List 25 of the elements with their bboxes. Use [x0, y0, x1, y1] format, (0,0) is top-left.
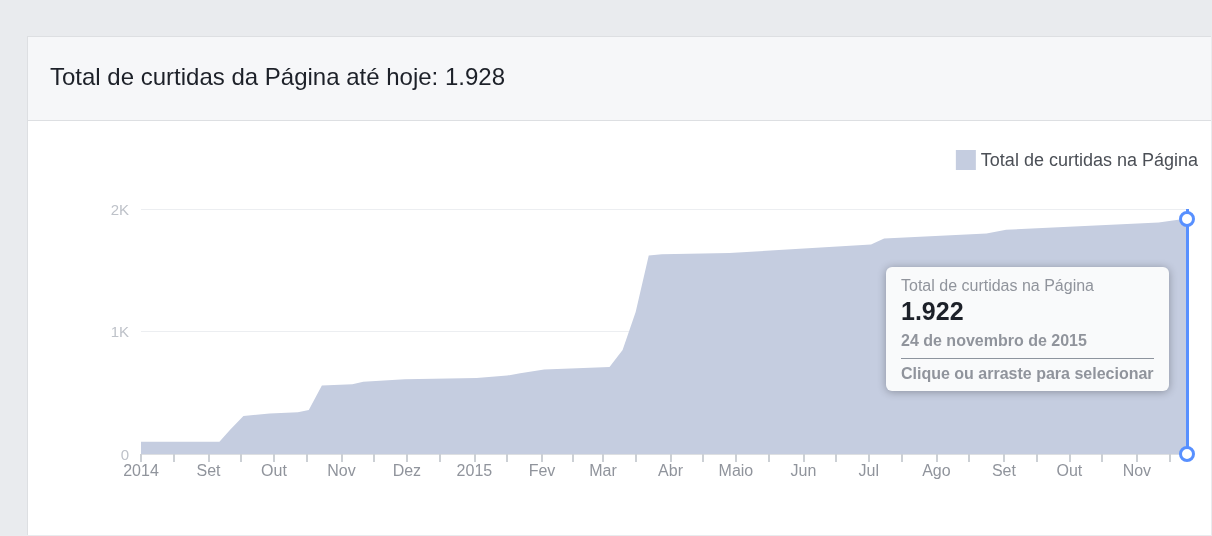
x-tick-label: Ago — [922, 461, 951, 479]
x-tick-label: Mar — [589, 461, 618, 479]
y-tick-label: 2K — [110, 200, 129, 218]
x-tick-label: Out — [261, 461, 288, 479]
x-tick-label: Abr — [658, 461, 684, 479]
annotation: Clique ou arraste para selecionar — [901, 364, 1154, 383]
x-tick-label: Nov — [1122, 461, 1152, 479]
x-tick-label: Nov — [327, 461, 356, 479]
annotation: 1.922 — [901, 296, 965, 326]
y-tick-label: 1K — [110, 323, 129, 340]
legend-label: Total de curtidas na Página — [980, 150, 1199, 170]
x-tick-label: Dez — [392, 461, 422, 479]
x-tick-label: Maio — [718, 461, 754, 479]
x-tick-label: Fev — [528, 461, 556, 479]
annotation: 24 de novembro de 2015 — [901, 331, 1154, 359]
chart-title: Total de curtidas da Página até hoje: 1.928 — [28, 37, 1211, 121]
x-tick-label: Out — [1056, 461, 1083, 479]
y-tick-label: 0 — [120, 445, 129, 463]
x-tick-label: Set — [196, 461, 222, 479]
x-tick-label: 2014 — [123, 461, 159, 479]
x-tick-label: 2015 — [456, 461, 493, 479]
x-tick-label: Set — [991, 461, 1017, 479]
x-tick-label: Jul — [858, 461, 880, 479]
x-tick-label: Jun — [790, 461, 817, 479]
annotation: Total de curtidas na Página — [901, 276, 1095, 295]
